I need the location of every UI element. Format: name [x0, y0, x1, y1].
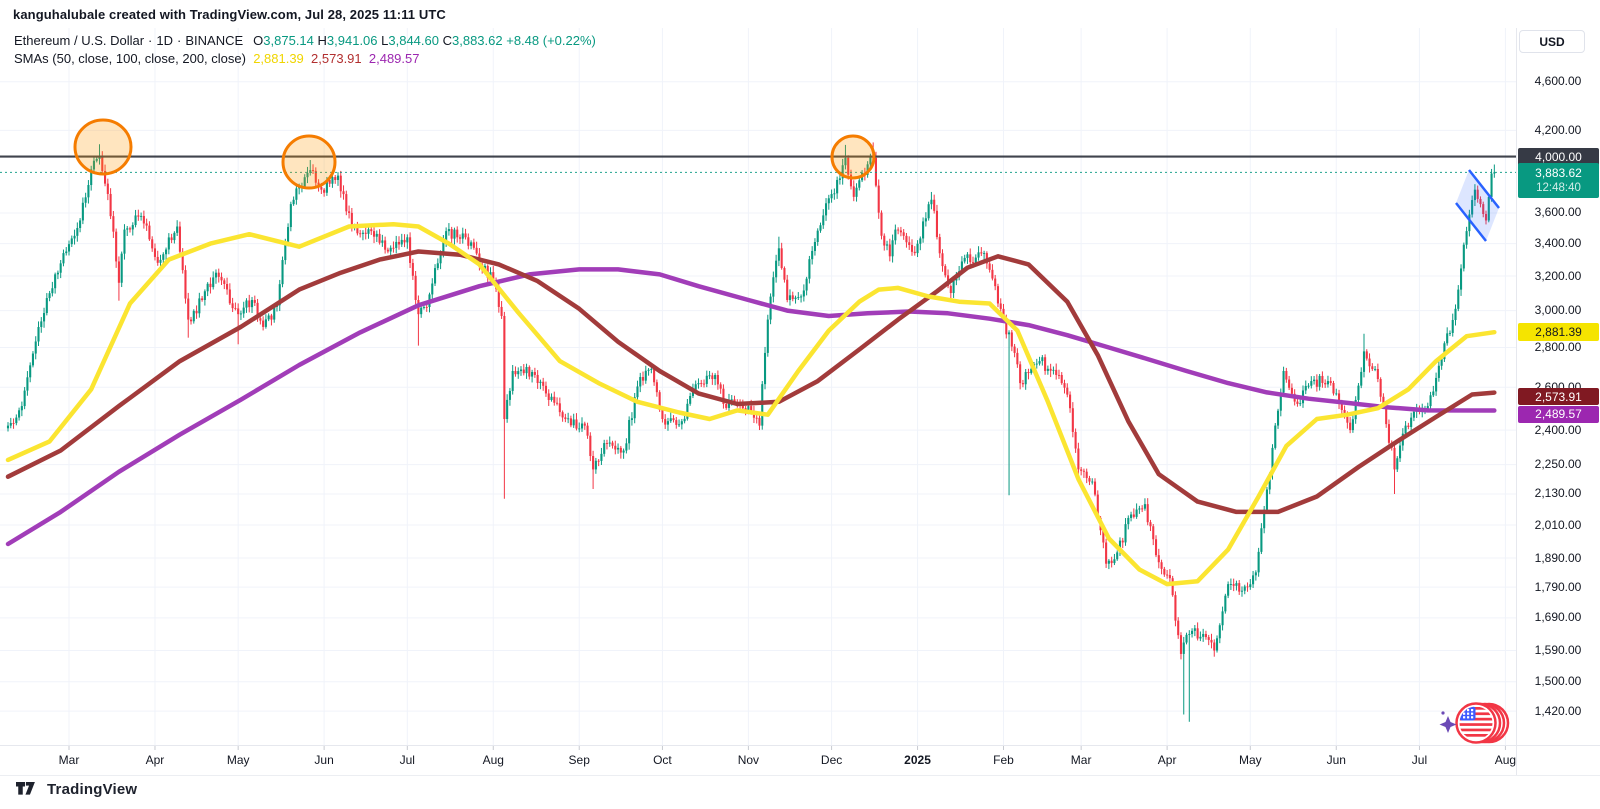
candlestick-series[interactable] — [6, 142, 1496, 722]
price-tick-label: 2,250.00 — [1534, 457, 1582, 472]
sma-indicator-label[interactable]: SMAs (50, close, 100, close, 200, close) — [14, 51, 246, 66]
ohlc-open-label: O — [253, 33, 264, 48]
change-value: +8.48 (+0.22%) — [506, 33, 596, 48]
tradingview-footer-logo[interactable]: TradingView — [16, 781, 137, 798]
drawing-annotations[interactable] — [73, 118, 1500, 242]
month-label: Jun — [314, 753, 334, 767]
ohlc-open-value: 3,875.14 — [263, 33, 314, 48]
ohlc-close-value: 3,883.62 — [452, 33, 503, 48]
month-label: Apr — [1157, 753, 1177, 767]
sma50-value: 2,881.39 — [253, 51, 304, 66]
attribution-header: kanguhalubale created with TradingView.c… — [13, 7, 446, 22]
price-tick-label: 1,420.00 — [1534, 703, 1582, 718]
chart-legend[interactable]: Ethereum / U.S. Dollar · 1D · BINANCE O3,875.… — [14, 33, 596, 66]
price-tick-label: 1,500.00 — [1534, 674, 1582, 689]
month-label: Aug — [482, 753, 504, 767]
sma-legend-row[interactable]: SMAs (50, close, 100, close, 200, close)… — [14, 51, 596, 66]
price-lines — [0, 155, 1516, 173]
last-price-label: 3,883.62 12:48:40 — [1518, 163, 1599, 199]
month-label: May — [1238, 753, 1262, 767]
bar-countdown: 12:48:40 — [1536, 181, 1581, 194]
month-label: Jul — [1411, 753, 1428, 767]
month-label: Mar — [58, 753, 80, 767]
timeframe[interactable]: 1D — [156, 33, 174, 48]
month-label: Dec — [820, 753, 843, 767]
tradingview-glyph-icon — [16, 782, 35, 795]
month-label: 2025 — [904, 753, 931, 767]
sma100-value: 2,573.91 — [311, 51, 362, 66]
price-axis-separator[interactable] — [1516, 28, 1517, 776]
ohlc-low-label: L — [381, 33, 389, 48]
symbol-name[interactable]: Ethereum / U.S. Dollar — [14, 33, 145, 48]
month-label: Nov — [737, 753, 760, 767]
month-label: Jun — [1326, 753, 1346, 767]
sma-100-line — [5, 249, 1497, 515]
sma100-axis-label: 2,573.91 — [1518, 388, 1599, 406]
price-tick-label: 4,600.00 — [1534, 74, 1582, 89]
ohlc-high-label: H — [317, 33, 327, 48]
month-label: Jul — [399, 753, 415, 767]
month-label: Oct — [653, 753, 672, 767]
flag-sticker-icon — [1439, 702, 1510, 744]
price-tick-label: 2,800.00 — [1534, 340, 1582, 355]
price-tick-label: 1,890.00 — [1534, 550, 1582, 565]
month-label: Apr — [145, 753, 165, 767]
price-tick-label: 1,590.00 — [1534, 643, 1582, 658]
price-tick-label: 3,400.00 — [1534, 236, 1582, 251]
month-label: Feb — [993, 753, 1014, 767]
price-tick-label: 1,790.00 — [1534, 579, 1582, 594]
month-label: Mar — [1070, 753, 1092, 767]
ohlc-high-value: 3,941.06 — [326, 33, 378, 48]
price-tick-label: 1,690.00 — [1534, 610, 1582, 625]
currency-toggle-button[interactable]: USD — [1519, 30, 1585, 53]
price-tick-label: 2,130.00 — [1534, 486, 1582, 501]
ohlc-low-value: 3,844.60 — [388, 33, 439, 48]
price-tick-label: 2,010.00 — [1534, 517, 1582, 532]
exchange: BINANCE — [185, 33, 244, 48]
sma200-value: 2,489.57 — [368, 51, 420, 66]
price-tick-label: 3,200.00 — [1534, 268, 1582, 283]
time-axis-separator[interactable] — [0, 745, 1600, 746]
sma-50-line — [5, 221, 1497, 587]
symbol-legend-row[interactable]: Ethereum / U.S. Dollar · 1D · BINANCE O3,875.… — [14, 33, 596, 48]
sma50-axis-label: 2,881.39 — [1518, 323, 1599, 342]
tradingview-wordmark: TradingView — [47, 781, 138, 798]
price-line-4000-label[interactable]: 4,000.00 — [1518, 147, 1599, 166]
last-price-value: 3,883.62 — [1535, 165, 1582, 180]
sma-200-line — [5, 267, 1497, 547]
price-tick-label: 2,400.00 — [1534, 422, 1582, 437]
time-axis-bottom-border — [0, 775, 1600, 776]
grid-lines — [0, 28, 1516, 750]
price-tick-label: 3,600.00 — [1534, 205, 1582, 220]
price-tick-label: 4,200.00 — [1534, 122, 1582, 137]
month-label: May — [226, 753, 250, 767]
month-label: Aug — [1494, 753, 1517, 767]
price-tick-label: 3,000.00 — [1534, 303, 1582, 318]
month-label: Sep — [568, 753, 590, 767]
ohlc-close-label: C — [442, 33, 452, 48]
sma200-axis-label: 2,489.57 — [1518, 405, 1599, 423]
